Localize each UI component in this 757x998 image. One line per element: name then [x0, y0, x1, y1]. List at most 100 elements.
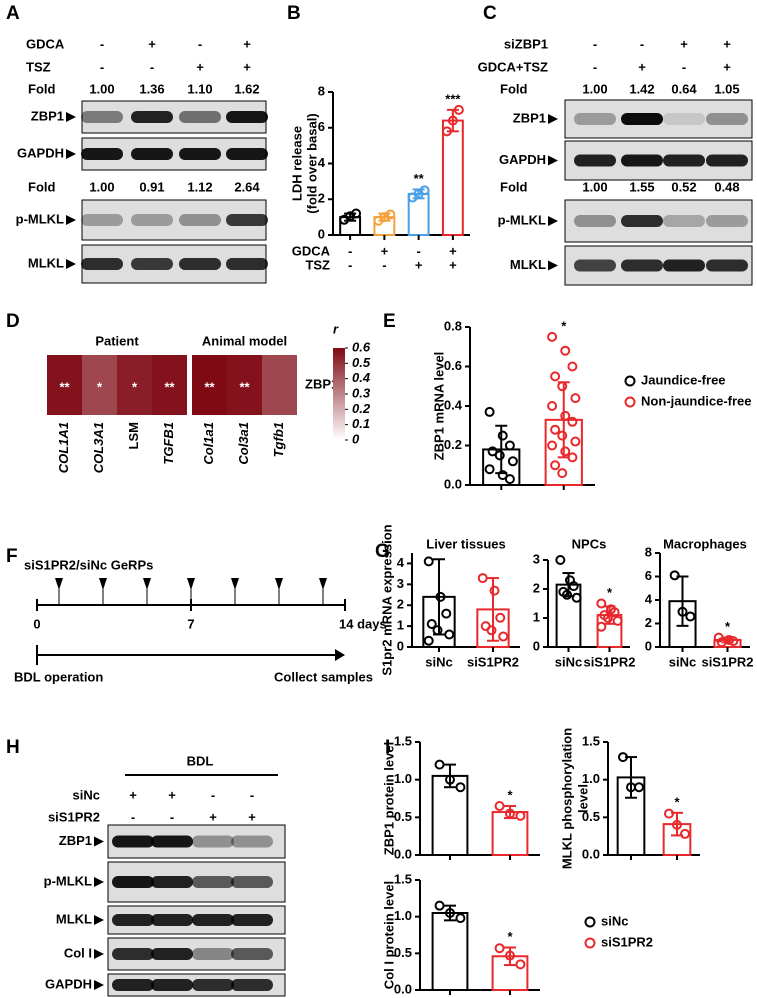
end-label: Collect samples: [274, 669, 373, 684]
legend-marker: [624, 396, 636, 408]
data-point: [603, 613, 613, 623]
condition-mark: -: [100, 36, 104, 51]
blot-band: [81, 111, 123, 123]
colorbar-tick-label: 0: [352, 431, 360, 446]
panel-label: F: [6, 546, 18, 567]
blot-band: [131, 111, 173, 123]
y-tick-label: 0.4: [444, 397, 463, 412]
blot-band: [112, 948, 154, 960]
condition-mark: -: [131, 809, 135, 824]
condition-name: GDCA+TSZ: [478, 59, 548, 74]
fold-value: 1.00: [89, 179, 114, 194]
legend-label: Non-jaundice-free: [641, 393, 752, 408]
fold-value: 0.64: [671, 81, 697, 96]
blot-band: [231, 914, 273, 926]
band-arrow: [66, 215, 76, 225]
data-point: [505, 950, 515, 961]
y-tick-label: 2: [533, 580, 540, 595]
panel-label: E: [383, 311, 396, 332]
y-tick-label: 0.5: [394, 809, 412, 824]
blot-band: [226, 111, 268, 123]
panel-label: A: [6, 3, 20, 24]
data-point: [547, 440, 558, 451]
blot-band: [179, 111, 221, 123]
data-point: [477, 573, 488, 584]
blot-band: [112, 835, 154, 848]
band-label: p-MLKL: [498, 212, 546, 227]
blot-band: [231, 948, 273, 960]
blot-band: [112, 914, 154, 926]
legend-marker: [584, 937, 596, 949]
chart-title: NPCs: [572, 536, 607, 551]
blot-band: [112, 876, 154, 888]
significance: *: [507, 929, 513, 944]
condition-mark: -: [640, 36, 644, 51]
data-point: [560, 345, 571, 356]
blot-band: [574, 215, 616, 227]
heat-cell: [47, 355, 82, 415]
y-tick-label: 0: [318, 226, 325, 241]
data-point: [434, 900, 445, 911]
fold-value: 1.12: [187, 179, 212, 194]
blot-band: [151, 979, 193, 991]
blot-band: [621, 215, 663, 227]
y-axis-label: ZBP1 mRNA level: [431, 352, 446, 461]
significance: **: [59, 379, 70, 394]
panel-label: G: [375, 541, 390, 562]
blot-band: [192, 914, 234, 926]
significance: **: [414, 171, 425, 186]
column-label: Tgfb1: [271, 422, 286, 457]
band-arrow: [66, 259, 76, 269]
significance: *: [132, 379, 138, 394]
data-point: [669, 570, 680, 581]
y-tick-label: 6: [318, 119, 325, 134]
heat-cell: [227, 355, 262, 415]
condition-mark: +: [248, 809, 256, 824]
panel-label: C: [483, 3, 497, 24]
y-tick-label: 4: [397, 555, 405, 570]
data-point: [555, 555, 566, 565]
condition-mark: +: [209, 809, 217, 824]
blot-band: [621, 259, 663, 272]
data-point: [568, 581, 579, 592]
data-point: [484, 406, 495, 417]
legend-label: Jaundice-free: [641, 372, 726, 387]
condition-mark: +: [680, 36, 688, 51]
y-tick-label: 8: [645, 544, 652, 559]
significance: ***: [445, 91, 461, 106]
data-point: [498, 631, 509, 642]
colorbar-tick-label: 0.1: [352, 416, 370, 431]
band-arrow: [94, 949, 104, 959]
condition-name: GDCA: [292, 243, 331, 258]
band-label: ZBP1: [31, 108, 64, 123]
significance: *: [97, 379, 103, 394]
y-tick-label: 0.5: [582, 809, 600, 824]
band-label: MLKL: [28, 255, 64, 270]
blot-band: [706, 113, 748, 125]
column-label: TGFB1: [161, 422, 176, 465]
condition-name: TSZ: [305, 257, 330, 272]
injection-arrow: [187, 578, 195, 590]
data-point: [445, 774, 455, 785]
band-arrow: [548, 155, 558, 166]
fold-value: 1.62: [234, 81, 259, 96]
data-point: [557, 381, 568, 392]
band-arrow: [94, 915, 104, 925]
fold-value: 1.10: [187, 81, 212, 96]
blot-band: [574, 259, 616, 272]
data-point: [557, 430, 568, 441]
condition-mark: -: [150, 59, 154, 74]
colorbar-tick-label: 0.2: [352, 401, 371, 416]
y-tick-label: 0: [397, 638, 404, 653]
condition-mark: -: [593, 59, 597, 74]
blot-band: [131, 214, 173, 226]
blot-band: [574, 113, 616, 125]
y-tick-label: 2: [397, 597, 404, 612]
group-label: Patient: [95, 333, 139, 348]
injection-arrow: [275, 578, 283, 590]
significance: *: [674, 794, 680, 809]
y-tick-label: 0.2: [444, 437, 462, 452]
panel-label: H: [6, 737, 20, 758]
data-point: [453, 104, 464, 115]
injection-arrow: [143, 578, 151, 590]
